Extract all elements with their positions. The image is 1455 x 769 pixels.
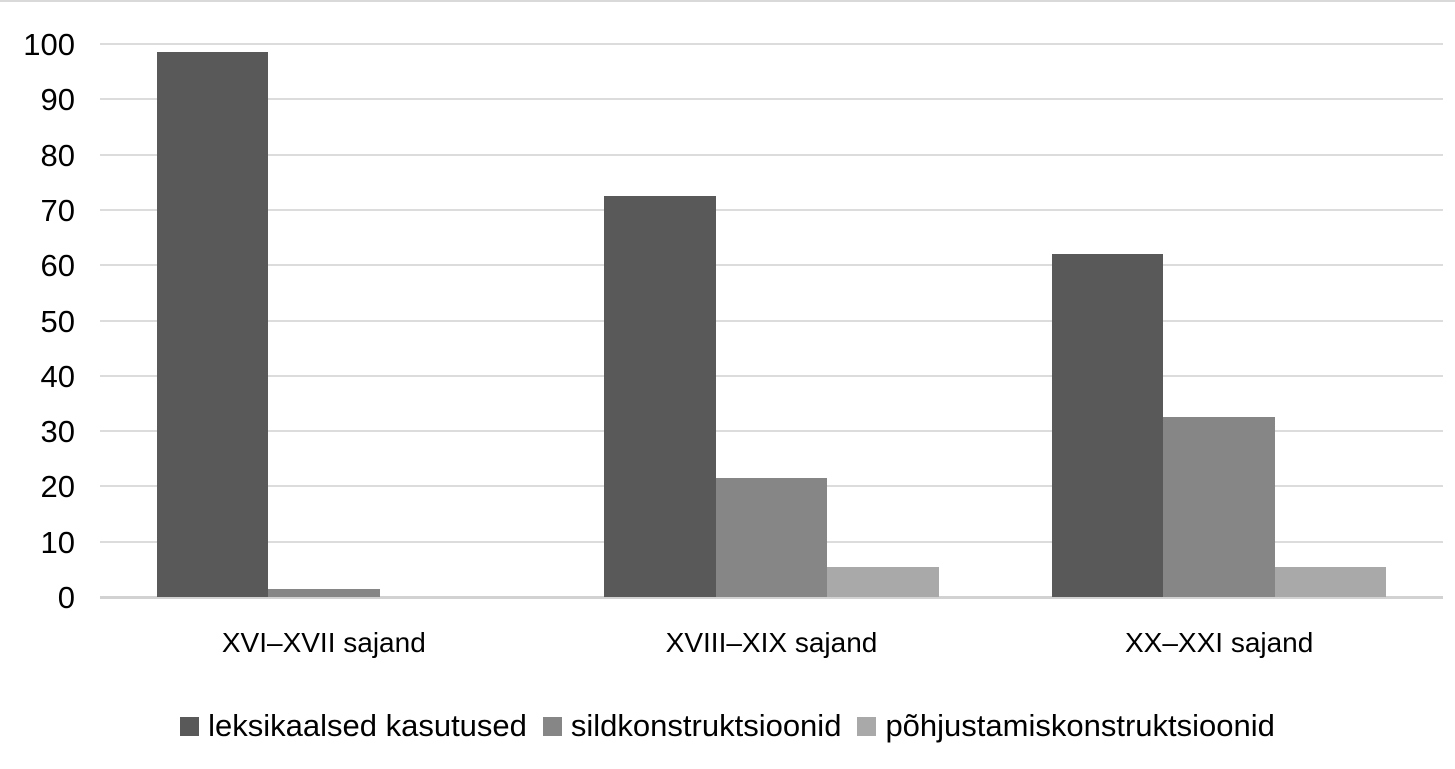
y-tick-label: 100	[23, 27, 75, 62]
y-tick-label: 90	[40, 82, 75, 118]
gridline	[100, 153, 1443, 156]
x-category-label: XVIII–XIX sajand	[665, 627, 878, 658]
y-tick-label: 20	[40, 469, 75, 505]
legend-swatch-icon	[542, 716, 562, 736]
bar-2-1	[604, 196, 716, 597]
x-category-label: XVI–XVII sajand	[221, 627, 426, 658]
bar-2-2	[715, 478, 828, 597]
y-tick-label: 80	[40, 137, 75, 173]
gridline	[100, 319, 1443, 322]
y-tick-label: 50	[40, 303, 75, 339]
chart-top-border	[0, 0, 1455, 2]
bar-3-1	[1051, 254, 1164, 597]
gridline	[100, 430, 1443, 433]
legend-swatch-icon	[857, 716, 877, 736]
bar-3-2	[1163, 417, 1275, 597]
bar-3-3	[1274, 566, 1387, 597]
gridline	[100, 264, 1443, 267]
legend-swatch-icon	[180, 716, 200, 736]
x-category-label: XX–XXI sajand	[1124, 627, 1314, 658]
legend-item: sildkonstruktsioonid	[542, 706, 842, 746]
legend-label: sildkonstruktsioonid	[570, 708, 842, 743]
gridline	[100, 374, 1443, 377]
y-tick-label: 10	[40, 524, 75, 560]
y-tick-label: 0	[57, 580, 75, 615]
y-tick-label: 30	[40, 414, 75, 450]
y-tick-label: 70	[40, 192, 75, 228]
gridline	[100, 208, 1443, 211]
gridline	[100, 98, 1443, 101]
bar-2-3	[827, 566, 939, 597]
gridline	[100, 43, 1443, 45]
legend-label: põhjustamiskonstruktsioonid	[885, 708, 1275, 743]
y-tick-label: 60	[40, 248, 75, 284]
bar-1-1	[156, 52, 269, 597]
bar-1-2	[268, 588, 380, 597]
y-tick-label: 40	[40, 358, 75, 394]
legend-item: leksikaalsed kasutused	[180, 706, 527, 746]
legend: leksikaalsed kasutused sildkonstruktsioon…	[0, 706, 1455, 746]
x-axis-line	[100, 596, 1443, 599]
legend-label: leksikaalsed kasutused	[208, 708, 527, 743]
legend-item: põhjustamiskonstruktsioonid	[857, 706, 1275, 746]
